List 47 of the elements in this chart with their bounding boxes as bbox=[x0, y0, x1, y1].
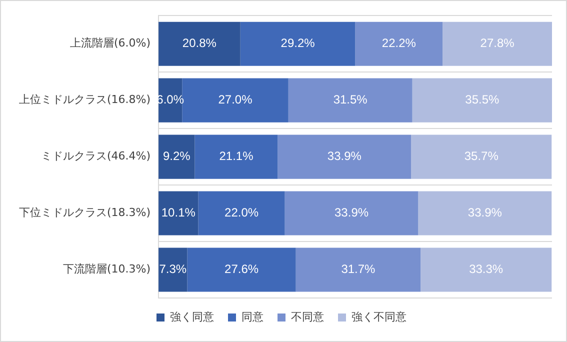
bar bbox=[187, 248, 296, 292]
bar bbox=[418, 191, 552, 236]
bar bbox=[411, 134, 552, 179]
data-label: 33.9% bbox=[334, 206, 369, 220]
bar bbox=[182, 78, 288, 122]
bar bbox=[158, 248, 188, 292]
bar bbox=[194, 134, 278, 179]
data-label: 9.2% bbox=[162, 149, 191, 164]
bar bbox=[158, 134, 195, 179]
bar bbox=[288, 78, 412, 122]
data-label: 31.7% bbox=[341, 262, 376, 276]
legend-label: 強く同意 bbox=[170, 310, 214, 324]
y-tick-label: ミドルクラス(46.4%) bbox=[40, 150, 151, 163]
y-tick-label: 下流階層(10.3%) bbox=[62, 262, 151, 276]
legend-label: 強く不同意 bbox=[352, 310, 406, 324]
data-label: 29.2% bbox=[280, 36, 316, 50]
data-label: 35.7% bbox=[464, 149, 499, 164]
bar bbox=[158, 22, 240, 66]
bar bbox=[284, 191, 418, 236]
data-label: 33.9% bbox=[327, 149, 362, 164]
legend-label: 不同意 bbox=[291, 310, 324, 324]
bar bbox=[240, 22, 356, 66]
bar bbox=[442, 22, 552, 66]
bar bbox=[412, 78, 552, 122]
legend-label: 同意 bbox=[242, 310, 264, 324]
bar bbox=[198, 191, 285, 236]
bar bbox=[278, 134, 412, 179]
bar bbox=[296, 248, 421, 292]
y-tick-label: 下位ミドルクラス(18.3%) bbox=[18, 206, 151, 220]
data-label: 10.1% bbox=[161, 206, 196, 220]
y-tick-label: 上位ミドルクラス(16.8%) bbox=[18, 93, 151, 106]
data-label: 27.0% bbox=[218, 92, 253, 107]
data-label: 21.1% bbox=[219, 149, 254, 164]
y-tick-label: 上流階層(6.0%) bbox=[70, 36, 151, 50]
data-label: 22.2% bbox=[382, 36, 416, 50]
data-label: 27.6% bbox=[224, 262, 259, 276]
data-label: 31.5% bbox=[333, 92, 368, 107]
bar bbox=[355, 22, 443, 66]
bar bbox=[158, 191, 198, 236]
bar bbox=[420, 248, 552, 292]
data-label: 27.8% bbox=[480, 36, 515, 50]
data-label: 7.3% bbox=[159, 262, 187, 276]
data-label: 33.3% bbox=[469, 262, 504, 276]
data-label: 33.9% bbox=[468, 206, 502, 220]
data-label: 22.0% bbox=[224, 206, 259, 220]
data-label: 20.8% bbox=[182, 36, 217, 50]
data-label: 35.5% bbox=[465, 92, 500, 107]
